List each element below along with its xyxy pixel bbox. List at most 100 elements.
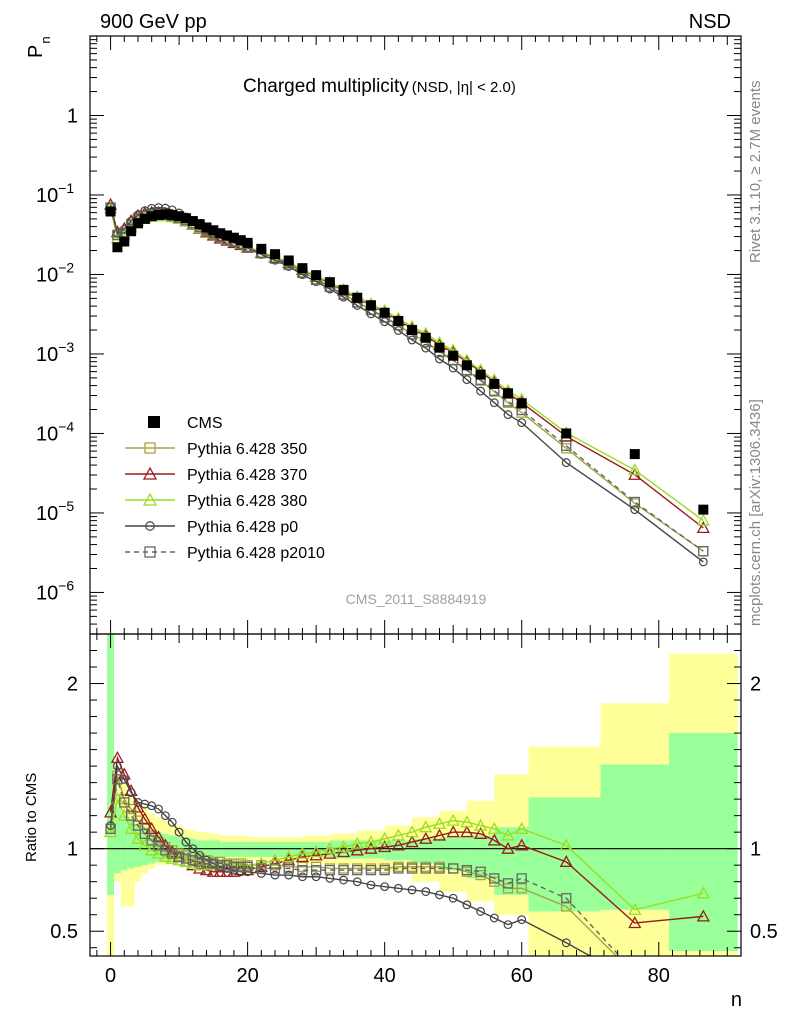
cms-point [393, 315, 404, 326]
series-marker-ratio-3 [284, 870, 294, 880]
series-marker-ratio-3 [517, 915, 527, 925]
series-marker-ratio-3 [352, 877, 362, 887]
series-marker-top-3 [517, 418, 527, 428]
y-tick-base: 10 [36, 344, 58, 366]
series-marker-ratio-4 [365, 864, 377, 876]
cms-point [561, 428, 572, 439]
series-marker-ratio-0 [516, 883, 527, 894]
legend-entry: Pythia 6.428 350 [125, 441, 307, 458]
series-marker-ratio-4 [167, 848, 178, 859]
y-tick-base: 10 [36, 423, 58, 445]
header-left: 900 GeV pp [100, 11, 207, 33]
series-marker-top-1 [696, 521, 710, 534]
legend-label: Pythia 6.428 370 [187, 467, 307, 484]
series-marker-ratio-3 [561, 938, 571, 948]
series-marker-ratio-3 [339, 875, 348, 885]
series-marker-top-4 [561, 440, 572, 451]
chart-title: Charged multiplicity (NSD, |η| < 2.0) [243, 76, 516, 97]
legend-swatch-marker [145, 521, 155, 531]
cms-point [629, 449, 640, 460]
series-marker-ratio-4 [215, 860, 226, 871]
y-tick-base: 10 [36, 582, 58, 604]
header-right: NSD [689, 11, 731, 33]
y-tick-label-ratio: 0.5 [50, 921, 78, 943]
cms-point [139, 213, 150, 224]
y-tick-label-top: 10−3 [36, 339, 74, 366]
series-marker-ratio-1 [419, 831, 433, 844]
series-marker-ratio-1 [268, 856, 282, 869]
series-marker-ratio-4 [283, 863, 294, 874]
series-marker-ratio-3 [106, 821, 115, 830]
band-green-bin [175, 837, 183, 859]
side-label-top: Rivet 3.1.10, ≥ 2.7M events [747, 81, 764, 264]
series-marker-ratio-1 [254, 859, 268, 872]
y-tick-label-top: 10−2 [36, 259, 74, 286]
y-tick-exp: −5 [58, 498, 74, 514]
series-marker-ratio-3 [147, 801, 157, 811]
series-marker-top-3 [561, 458, 571, 468]
series-line-ratio-4 [109, 779, 621, 956]
series-marker-ratio-3 [298, 872, 307, 882]
series-marker-ratio-4 [105, 823, 116, 835]
series-marker-ratio-2 [432, 817, 447, 830]
series-marker-ratio-4 [187, 855, 198, 866]
series-marker-ratio-2 [501, 828, 515, 841]
cms-point [235, 235, 246, 246]
series-marker-ratio-2 [268, 853, 282, 866]
band-green-bin [220, 842, 248, 857]
series-marker-ratio-4 [561, 893, 572, 904]
series-marker-top-4 [112, 229, 123, 241]
y-axis-label-bottom: Ratio to CMS [23, 773, 40, 862]
series-marker-ratio-4 [434, 863, 445, 874]
series-marker-ratio-2 [405, 825, 419, 838]
y-axis-label-top: Pn [25, 36, 53, 58]
series-marker-ratio-3 [393, 883, 403, 893]
cms-point [516, 398, 527, 409]
band-green-bin [247, 842, 276, 857]
band-green-bin [107, 634, 114, 895]
x-tick-label: 0 [105, 965, 116, 987]
series-marker-ratio-4 [448, 863, 459, 874]
cms-point [215, 228, 226, 239]
panel-frames [89, 35, 742, 957]
series-marker-ratio-1 [696, 909, 710, 922]
series-marker-top-4 [629, 496, 640, 508]
series-marker-ratio-4 [256, 863, 267, 874]
legend-entry: Pythia 6.428 p0 [125, 519, 298, 536]
series-marker-ratio-1 [131, 800, 145, 813]
series-marker-ratio-4 [269, 863, 281, 874]
cms-point [119, 236, 130, 247]
series-marker-ratio-3 [631, 977, 639, 985]
legend-swatch-marker [144, 546, 156, 558]
series-marker-ratio-2 [103, 825, 118, 838]
series-marker-ratio-3 [188, 844, 198, 854]
series-marker-top-3 [435, 354, 444, 364]
cms-point [132, 218, 143, 229]
legend-label: Pythia 6.428 p2010 [187, 545, 325, 562]
series-marker-ratio-4 [139, 828, 150, 839]
series-marker-ratio-1 [391, 838, 405, 851]
series-marker-ratio-4 [228, 861, 240, 872]
legend-entry: Pythia 6.428 p2010 [125, 545, 325, 562]
y-tick-label-ratio: 1 [67, 839, 78, 861]
series-marker-ratio-1 [295, 850, 310, 863]
cms-data-points [105, 206, 709, 515]
series-marker-ratio-1 [405, 835, 419, 848]
cms-point [434, 342, 445, 353]
series-marker-ratio-3 [160, 811, 170, 821]
legend-swatch-marker [142, 466, 158, 480]
series-marker-ratio-1 [103, 805, 118, 818]
series-marker-ratio-1 [309, 848, 323, 861]
series-marker-ratio-2 [515, 822, 529, 835]
series-marker-ratio-4 [406, 863, 418, 874]
cms-point [105, 206, 116, 217]
side-label-bottom: mcplots.cern.ch [arXiv:1306.3436] [747, 399, 764, 626]
series-marker-top-3 [407, 335, 417, 345]
series-marker-ratio-2 [336, 840, 351, 853]
series-marker-ratio-2 [446, 813, 460, 826]
legend-label: Pythia 6.428 380 [187, 493, 307, 510]
cms-point [187, 216, 198, 227]
series-marker-top-3 [112, 228, 122, 238]
chart-title-main: Charged multiplicity [243, 76, 409, 97]
